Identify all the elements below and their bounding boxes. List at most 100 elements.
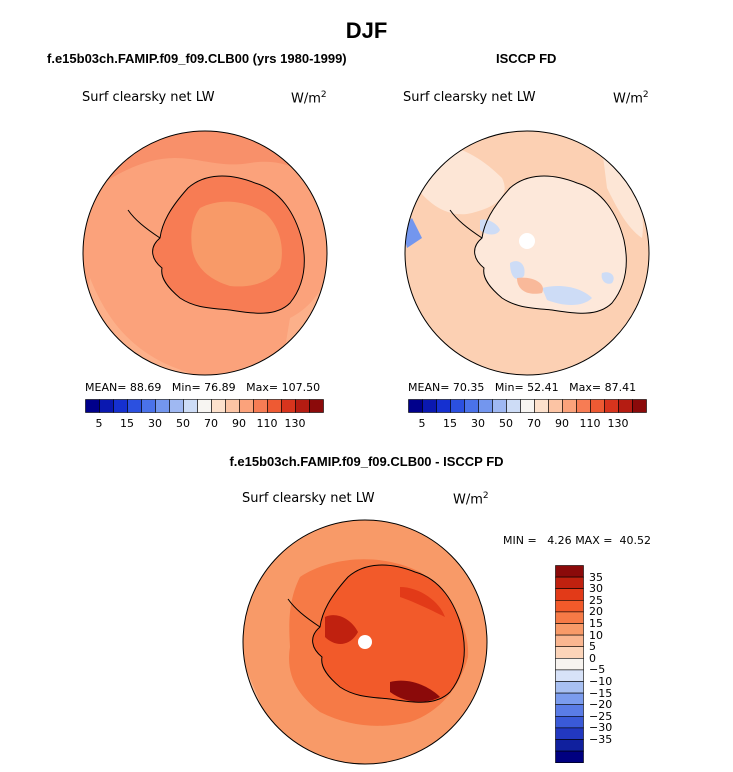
colorbar-obs-box: [478, 399, 493, 413]
colorbar-model-box: [141, 399, 156, 413]
colorbar-diff-box: [555, 599, 584, 613]
colorbar-diff-box: [555, 646, 584, 659]
panel-title-obs: ISCCP FD: [496, 51, 557, 66]
colorbar-diff-tick-label: 5: [589, 640, 596, 654]
colorbar-model-tick-label: 15: [120, 417, 134, 430]
colorbar-diff-tick-label: 35: [589, 570, 603, 584]
map-diff: [242, 519, 488, 765]
colorbar-diff-tick-label: 25: [589, 593, 603, 607]
map-obs-blue-patch-east: [601, 272, 614, 284]
colorbar-obs-box: [506, 399, 521, 413]
colorbar-obs-box: [576, 399, 591, 413]
map-model-coastline: [152, 175, 305, 314]
colorbar-diff-box: [555, 611, 584, 624]
colorbar-diff-tick-label: 10: [589, 628, 603, 642]
colorbar-diff-box: [555, 727, 584, 740]
colorbar-obs-box: [464, 399, 479, 413]
colorbar-model-boxes: [85, 399, 324, 413]
colorbar-model-tick-label: 110: [256, 417, 278, 430]
colorbar-diff: [555, 565, 584, 768]
map-obs: [404, 130, 650, 376]
colorbar-model-tick-label: 70: [204, 417, 218, 430]
colorbar-obs-box: [422, 399, 437, 413]
colorbar-diff-box: [555, 739, 584, 752]
colorbar-model-box: [113, 399, 128, 413]
map-obs-orange-patch: [517, 277, 543, 294]
colorbar-model-box: [127, 399, 142, 413]
colorbar-diff-box: [555, 658, 584, 671]
colorbar-model-box: [239, 399, 254, 413]
colorbar-obs-box: [590, 399, 605, 413]
colorbar-diff-tick-label: −35: [589, 733, 613, 746]
colorbar-obs-box: [618, 399, 633, 413]
colorbar-diff-tick-label: 20: [589, 605, 603, 619]
colorbar-obs-box: [520, 399, 535, 413]
units-label-obs: W/m2: [613, 90, 649, 107]
colorbar-diff-box: [555, 634, 584, 647]
colorbar-diff-box: [555, 716, 584, 729]
colorbar-diff-tick-label: −25: [589, 709, 613, 723]
colorbar-model-box: [85, 399, 100, 413]
units-label-model: W/m2: [291, 90, 327, 107]
map-model-peninsula: [127, 209, 161, 239]
colorbar-model-ticks: 5 15 30 50 70 90 110 130: [85, 417, 325, 431]
colorbar-obs-box: [492, 399, 507, 413]
colorbar-diff-box: [555, 565, 584, 578]
colorbar-diff-tick-label: −15: [589, 686, 613, 700]
map-diff-border: [242, 519, 488, 765]
colorbar-obs-box: [604, 399, 619, 413]
colorbar-model-box: [281, 399, 296, 413]
panel-title-diff: f.e15b03ch.FAMIP.f09_f09.CLB00 - ISCCP F…: [229, 454, 504, 469]
colorbar-obs-tick-label: 50: [499, 417, 513, 430]
colorbar-obs-box: [408, 399, 423, 413]
variable-label-diff: Surf clearsky net LW: [242, 491, 375, 506]
colorbar-diff-box: [555, 623, 584, 636]
stats-diff: MIN = 4.26 MAX = 40.52: [503, 534, 651, 547]
map-model: [82, 130, 328, 376]
colorbar-obs-boxes: [408, 399, 647, 413]
colorbar-obs-tick-label: 15: [443, 417, 457, 430]
map-model-border: [82, 130, 328, 376]
colorbar-diff-box: [555, 588, 584, 601]
colorbar-model-box: [225, 399, 240, 413]
colorbar-obs-ticks: 5 15 30 50 70 90 110 130: [408, 417, 648, 431]
map-obs-blue-patch-south: [542, 286, 592, 305]
colorbar-model-box: [197, 399, 212, 413]
colorbar-obs-box: [436, 399, 451, 413]
map-obs-border: [404, 130, 650, 376]
colorbar-diff-box: [555, 692, 584, 706]
colorbar-obs-box: [632, 399, 647, 413]
colorbar-model-tick-label: 30: [148, 417, 162, 430]
colorbar-obs-tick-label: 5: [418, 417, 426, 430]
colorbar-model-box: [267, 399, 282, 413]
units-label-diff: W/m2: [453, 491, 489, 508]
colorbar-diff-box: [555, 750, 584, 764]
map-obs-blue-patch-interior: [510, 261, 525, 280]
map-obs-peninsula: [449, 209, 483, 239]
colorbar-diff-box: [555, 704, 584, 717]
map-diff-pole-hole: [358, 635, 372, 649]
colorbar-model-tick-label: 90: [232, 417, 246, 430]
colorbar-diff-box: [555, 669, 584, 682]
colorbar-model-tick-label: 130: [284, 417, 306, 430]
colorbar-model-box: [155, 399, 170, 413]
colorbar-model-tick-label: 50: [176, 417, 190, 430]
stats-obs: MEAN= 70.35 Min= 52.41 Max= 87.41: [408, 381, 637, 394]
colorbar-model-box: [253, 399, 268, 413]
colorbar-diff-tick-label: −20: [589, 698, 613, 712]
colorbar-model-box: [309, 399, 324, 413]
map-diff-dark-patch-ross: [325, 615, 358, 644]
map-model-antarctica-interior: [191, 201, 282, 287]
stats-model: MEAN= 88.69 Min= 76.89 Max= 107.50: [85, 381, 321, 394]
colorbar-obs-box: [548, 399, 563, 413]
variable-label-obs: Surf clearsky net LW: [403, 90, 536, 105]
panel-title-model: f.e15b03ch.FAMIP.f09_f09.CLB00 (yrs 1980…: [47, 51, 347, 66]
colorbar-obs-tick-label: 90: [555, 417, 569, 430]
map-obs-blue-patch-ross: [480, 219, 500, 235]
colorbar-obs-tick-label: 30: [471, 417, 485, 430]
colorbar-diff-boxes: [555, 565, 584, 764]
colorbar-model-box: [211, 399, 226, 413]
map-obs-pole-hole: [519, 233, 535, 249]
map-diff-coastline: [312, 564, 465, 703]
colorbar-diff-ticks: 35 30 25 20 15 10 5 0 −5 −10 −15 −20 −25 −30 −35: [589, 570, 629, 760]
